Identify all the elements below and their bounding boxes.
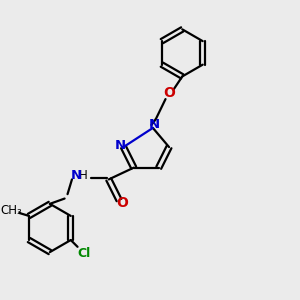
Text: O: O xyxy=(117,196,128,210)
Text: H: H xyxy=(79,169,88,182)
Text: O: O xyxy=(163,85,175,100)
Text: N: N xyxy=(71,169,82,182)
Text: N: N xyxy=(114,139,125,152)
Text: CH₃: CH₃ xyxy=(1,203,22,217)
Text: Cl: Cl xyxy=(77,247,91,260)
Text: N: N xyxy=(149,118,160,131)
